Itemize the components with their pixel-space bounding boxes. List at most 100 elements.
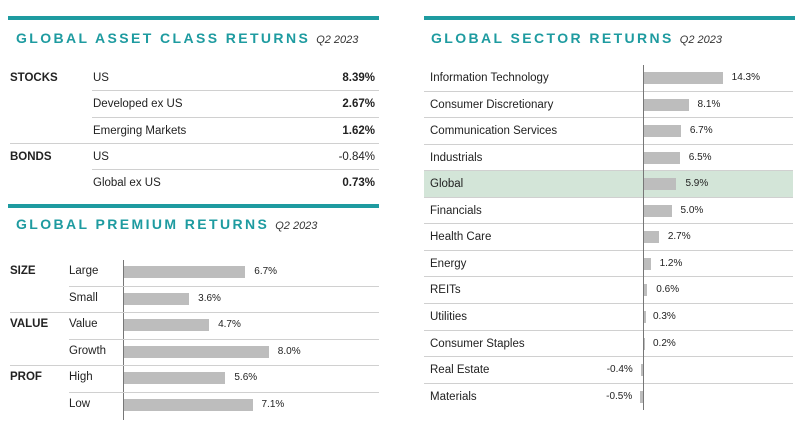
asset-row-value: 2.67% <box>342 98 375 111</box>
sector-value-label: -0.5% <box>606 390 633 402</box>
sector-bar <box>640 364 643 377</box>
sector-category-label: Utilities <box>430 310 468 323</box>
premium-row-divider <box>69 392 379 393</box>
sector-bar <box>640 390 643 403</box>
sector-row-divider <box>424 90 793 92</box>
sector-bar <box>644 284 648 297</box>
premium-row-divider <box>10 365 379 367</box>
sector-category-label: Energy <box>430 257 467 270</box>
sector-row-divider <box>424 223 793 225</box>
premium-bar <box>124 292 190 305</box>
sector-value-label: 0.2% <box>653 337 676 349</box>
premium-value-label: 7.1% <box>261 399 285 410</box>
asset-row-value: 1.62% <box>342 124 375 137</box>
sector-category-label: Health Care <box>430 231 492 244</box>
sector-bar <box>644 125 681 138</box>
premium-category-label: Small <box>69 291 98 304</box>
sector-category-label: REITs <box>430 284 461 297</box>
asset-group-label: STOCKS <box>10 72 58 84</box>
asset-row: STOCKS US 8.39% <box>10 65 379 91</box>
premium-panel-title: GLOBAL PREMIUM RETURNS <box>16 216 270 232</box>
sector-value-label: 6.7% <box>689 125 713 137</box>
asset-panel-period: Q2 2023 <box>316 34 359 46</box>
asset-row-divider <box>92 90 379 92</box>
asset-panel-top-rule <box>8 16 379 20</box>
sector-value-label: 0.3% <box>653 310 676 322</box>
sector-category-label: Real Estate <box>430 364 490 377</box>
premium-value-label: 3.6% <box>198 292 221 304</box>
premium-bar <box>124 372 226 385</box>
premium-category-label: Growth <box>69 344 107 357</box>
sector-value-label: 8.1% <box>697 98 721 110</box>
sector-value-label: 1.2% <box>659 257 683 269</box>
sector-row-divider <box>424 196 793 198</box>
premium-row-divider <box>69 285 379 287</box>
asset-row-label: Developed ex US <box>93 98 183 111</box>
sector-value-label: -0.4% <box>606 364 633 376</box>
sector-panel-title: GLOBAL SECTOR RETURNS <box>431 30 674 46</box>
asset-row-label: Global ex US <box>93 177 161 190</box>
premium-row-divider <box>10 312 379 314</box>
asset-row-value: -0.84% <box>338 150 375 163</box>
asset-row: Developed ex US 2.67% <box>10 91 379 117</box>
sector-category-label: Financials <box>430 204 482 217</box>
sector-value-label: 5.0% <box>680 204 704 216</box>
sector-row-divider <box>424 356 793 358</box>
sector-bar <box>644 72 723 84</box>
asset-row-label: Emerging Markets <box>93 124 187 137</box>
premium-value-label: 6.7% <box>254 266 278 277</box>
premium-category-label: Value <box>69 318 98 331</box>
sector-value-label: 14.3% <box>731 72 760 83</box>
sector-row-divider <box>424 382 793 384</box>
sector-axis-line <box>643 65 644 411</box>
premium-category-label: High <box>69 371 93 384</box>
sector-panel-header: GLOBAL SECTOR RETURNS Q2 2023 <box>431 30 722 48</box>
sector-row-divider <box>424 143 793 145</box>
sector-bar <box>644 337 646 350</box>
sector-panel-period: Q2 2023 <box>679 34 722 46</box>
premium-value-label: 4.7% <box>218 319 241 331</box>
sector-panel-top-rule <box>424 16 795 20</box>
sector-row-divider <box>424 302 793 304</box>
asset-row-divider <box>92 116 379 118</box>
asset-row-value: 8.39% <box>342 72 375 84</box>
premium-value-label: 5.6% <box>234 372 258 384</box>
premium-panel-top-rule <box>8 204 379 208</box>
asset-row-divider <box>92 169 379 171</box>
sector-bar <box>644 204 672 217</box>
premium-axis-line <box>123 260 124 420</box>
premium-category-label: Low <box>69 398 91 410</box>
sector-value-label: 6.5% <box>688 151 712 163</box>
sector-category-label: Industrials <box>430 151 483 164</box>
premium-bar <box>124 399 253 411</box>
premium-value-label: 8.0% <box>277 345 301 357</box>
sector-row-divider <box>424 170 793 172</box>
sector-row-divider <box>424 276 793 278</box>
asset-row: Global ex US 0.73% <box>10 170 379 196</box>
asset-row: BONDS US -0.84% <box>10 144 379 170</box>
premium-group-label: VALUE <box>10 318 49 331</box>
sector-bar <box>644 310 646 323</box>
premium-panel-header: GLOBAL PREMIUM RETURNS Q2 2023 <box>16 216 317 234</box>
premium-row-divider <box>69 338 379 340</box>
sector-value-label: 5.9% <box>685 178 709 190</box>
asset-row-divider <box>10 142 379 144</box>
sector-category-label: Communication Services <box>430 125 558 138</box>
premium-bar <box>124 266 246 278</box>
asset-panel-header: GLOBAL ASSET CLASS RETURNS Q2 2023 <box>16 30 358 48</box>
sector-bar <box>644 178 677 191</box>
sector-category-label: Information Technology <box>430 72 549 84</box>
sector-value-label: 0.6% <box>656 284 680 296</box>
asset-row: Emerging Markets 1.62% <box>10 118 379 144</box>
sector-row-divider <box>424 329 793 331</box>
sector-highlight-band <box>424 171 793 197</box>
sector-category-label: Consumer Staples <box>430 337 525 350</box>
premium-bar <box>124 319 210 332</box>
premium-category-label: Large <box>69 265 99 277</box>
asset-group-label: BONDS <box>10 150 52 163</box>
sector-bar <box>644 98 689 111</box>
sector-row-divider <box>424 117 793 119</box>
premium-group-label: PROF <box>10 371 42 384</box>
sector-category-label: Global <box>430 178 464 191</box>
premium-bar <box>124 345 269 358</box>
